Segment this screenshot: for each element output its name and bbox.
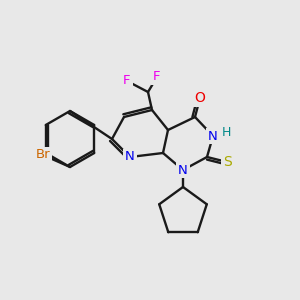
Text: S: S — [223, 155, 231, 169]
Text: O: O — [195, 91, 206, 105]
Text: N: N — [208, 130, 218, 142]
Text: F: F — [153, 70, 161, 83]
Text: F: F — [123, 74, 131, 88]
Text: Br: Br — [36, 148, 50, 161]
Text: H: H — [221, 125, 231, 139]
Text: N: N — [178, 164, 188, 176]
Text: N: N — [125, 151, 135, 164]
